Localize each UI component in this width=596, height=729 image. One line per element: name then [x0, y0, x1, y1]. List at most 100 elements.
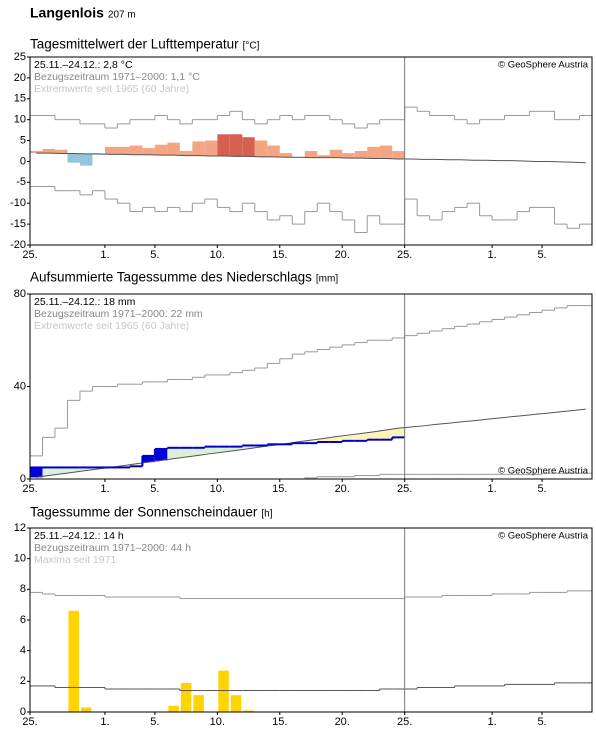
annotation: 25.11.–24.12.: 18 mm: [34, 296, 136, 308]
anomaly-bar: [279, 153, 293, 158]
reference-line: [36, 408, 586, 478]
x-tick-label: 10.: [210, 249, 225, 261]
bar: [218, 670, 229, 712]
x-tick-label: 25.: [22, 249, 37, 261]
difference-fill: [367, 431, 380, 440]
x-tick-label: 15.: [272, 483, 287, 495]
difference-fill: [67, 467, 80, 473]
copyright: © GeoSphere Austria: [498, 466, 589, 477]
x-tick-label: 25.: [22, 483, 37, 495]
anomaly-bar: [192, 141, 205, 156]
anomaly-bar: [254, 140, 268, 157]
x-tick-label: 5.: [537, 249, 546, 261]
plot-area: [30, 528, 592, 712]
anomaly-bar: [67, 153, 80, 163]
anomaly-bar: [367, 146, 380, 159]
annotation: Extremwerte seit 1965 (60 Jahre): [34, 83, 189, 95]
y-tick-label: 2: [20, 675, 26, 687]
station-altitude: 207 m: [108, 10, 136, 21]
y-tick-label: 80: [14, 288, 26, 300]
y-tick-label: 40: [14, 380, 26, 392]
x-tick-label: 20.: [335, 483, 350, 495]
y-tick-label: -5: [16, 176, 26, 188]
y-tick-label: 0: [20, 155, 26, 167]
x-tick-label: 5.: [150, 249, 159, 261]
bar: [230, 695, 242, 712]
y-tick-label: 0: [20, 706, 26, 718]
anomaly-bar: [317, 155, 330, 158]
plot-frame: [29, 56, 593, 246]
annotation: Maxima seit 1971: [34, 554, 116, 566]
anomaly-bar: [329, 149, 343, 158]
plot-frame: [29, 293, 593, 480]
anomaly-bar: [342, 153, 355, 159]
x-tick-label: 1.: [100, 249, 109, 261]
x-tick-label: 10.: [210, 483, 225, 495]
y-tick-label: -20: [10, 239, 26, 251]
bar: [168, 705, 179, 712]
anomaly-bar: [54, 149, 68, 154]
y-tick-label: 15: [14, 93, 26, 105]
bar: [68, 610, 79, 712]
anomaly-bar: [30, 151, 43, 154]
anomaly-bar: [167, 142, 180, 156]
x-tick-label: 25.: [397, 249, 412, 261]
anomaly-bar: [142, 148, 155, 155]
plot-frame: [29, 527, 593, 713]
x-tick-label: 1.: [100, 716, 109, 728]
chart-unit: [°C]: [243, 41, 260, 52]
x-tick-label: 1.: [100, 483, 109, 495]
difference-fill: [179, 447, 193, 458]
y-tick-label: 10: [14, 553, 26, 565]
difference-fill: [192, 447, 205, 456]
y-tick-label: 25: [14, 51, 26, 63]
x-tick-label: 5.: [150, 483, 159, 495]
x-tick-label: 15.: [272, 249, 287, 261]
chart-unit: [mm]: [316, 274, 338, 285]
x-tick-label: 20.: [335, 716, 350, 728]
anomaly-bar: [242, 137, 255, 157]
copyright: © GeoSphere Austria: [498, 531, 589, 542]
x-tick-label: 25.: [22, 716, 37, 728]
difference-fill: [379, 429, 393, 440]
anomaly-bar: [392, 151, 405, 159]
annotation: Bezugszeitraum 1971–2000: 44 h: [34, 542, 191, 554]
y-tick-label: 20: [14, 72, 26, 84]
difference-fill: [354, 433, 368, 441]
chart-unit: [h]: [261, 509, 272, 520]
chart-title: Tagesmittelwert der Lufttemperatur: [30, 37, 239, 52]
x-tick-label: 15.: [272, 716, 287, 728]
difference-fill: [79, 467, 93, 471]
difference-fill: [304, 440, 318, 444]
chart-title: Tagessumme der Sonnenscheindauer: [30, 505, 258, 520]
difference-fill: [154, 448, 168, 461]
difference-fill: [217, 446, 230, 452]
y-tick-label: -15: [10, 218, 26, 230]
annotation: Bezugszeitraum 1971–2000: 22 mm: [34, 308, 203, 320]
x-tick-label: 5.: [537, 716, 546, 728]
x-tick-label: 10.: [210, 716, 225, 728]
anomaly-bar: [117, 146, 130, 155]
chart-title: Aufsummierte Tagessumme des Niederschlag…: [30, 270, 312, 285]
x-tick-label: 25.: [397, 716, 412, 728]
x-tick-label: 20.: [335, 249, 350, 261]
bar: [193, 695, 204, 712]
bar: [180, 682, 192, 712]
difference-fill: [229, 446, 243, 451]
difference-fill: [167, 447, 180, 459]
difference-fill: [54, 467, 68, 474]
anomaly-bar: [217, 134, 230, 157]
annotation: Bezugszeitraum 1971–2000: 1,1 °C: [34, 71, 200, 83]
y-tick-label: 0: [20, 473, 26, 485]
difference-fill: [342, 435, 355, 441]
y-tick-label: 5: [20, 134, 26, 146]
x-tick-label: 5.: [537, 483, 546, 495]
plot-area: [30, 294, 592, 479]
station-name: Langenlois: [30, 5, 104, 21]
anomaly-bar: [354, 151, 368, 159]
anomaly-bar: [104, 146, 118, 155]
difference-fill: [392, 428, 405, 438]
y-tick-label: 6: [20, 614, 26, 626]
anomaly-bar: [79, 153, 93, 166]
